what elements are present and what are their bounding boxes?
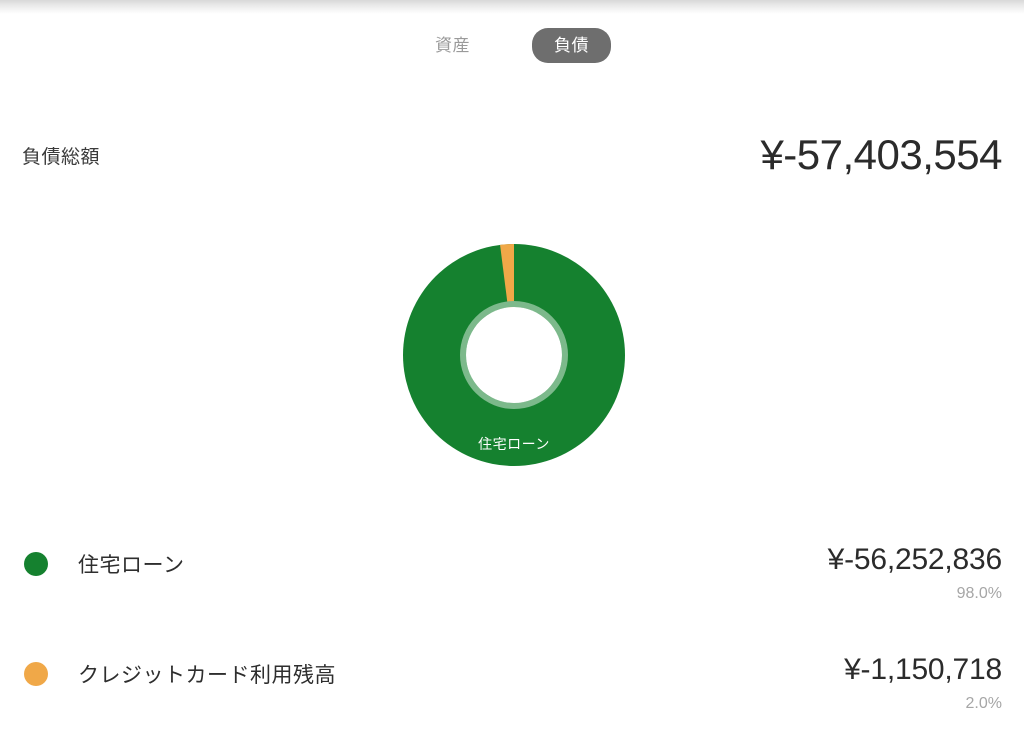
tab-bar: 資産 負債 bbox=[0, 27, 1024, 63]
legend-percent-home-loan: 98.0% bbox=[956, 584, 1002, 602]
legend-dot-orange-icon bbox=[24, 662, 48, 686]
tab-assets[interactable]: 資産 bbox=[435, 35, 470, 55]
legend-values-credit-card: ¥-1,150,718 2.0% bbox=[844, 630, 1002, 712]
legend-row-credit-card[interactable]: クレジットカード利用残高 ¥-1,150,718 2.0% bbox=[0, 630, 1024, 740]
header-shadow bbox=[0, 0, 1024, 14]
tab-liabilities[interactable]: 負債 bbox=[532, 27, 611, 63]
total-label: 負債総額 bbox=[22, 146, 101, 168]
total-summary-row: 負債総額 ¥-57,403,554 bbox=[0, 125, 1024, 185]
donut-chart[interactable]: 住宅ローン bbox=[403, 244, 625, 466]
legend-label-home-loan: 住宅ローン bbox=[78, 554, 185, 577]
total-amount: ¥-57,403,554 bbox=[760, 131, 1002, 178]
legend-percent-credit-card: 2.0% bbox=[965, 694, 1002, 712]
chart-area: 住宅ローン bbox=[0, 244, 1024, 466]
donut-hole bbox=[466, 307, 562, 403]
legend-amount-home-loan: ¥-56,252,836 bbox=[827, 543, 1003, 576]
legend-left-home-loan: 住宅ローン bbox=[24, 520, 828, 608]
legend-row-home-loan[interactable]: 住宅ローン ¥-56,252,836 98.0% bbox=[0, 520, 1024, 630]
donut-inner-ring bbox=[460, 301, 568, 409]
legend-values-home-loan: ¥-56,252,836 98.0% bbox=[827, 520, 1003, 602]
legend-left-credit-card: クレジットカード利用残高 bbox=[24, 630, 844, 718]
legend: 住宅ローン ¥-56,252,836 98.0% クレジットカード利用残高 ¥-… bbox=[0, 520, 1024, 740]
legend-label-credit-card: クレジットカード利用残高 bbox=[78, 664, 336, 687]
legend-amount-credit-card: ¥-1,150,718 bbox=[844, 653, 1002, 686]
donut-slice-label-home-loan: 住宅ローン bbox=[478, 436, 550, 452]
legend-dot-green-icon bbox=[24, 552, 48, 576]
